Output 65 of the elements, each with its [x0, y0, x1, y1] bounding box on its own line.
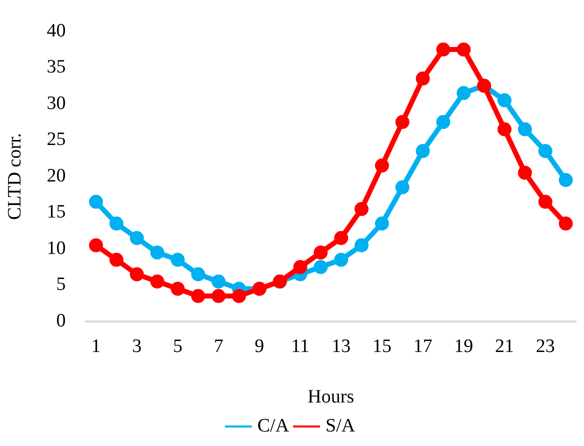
point: [109, 216, 124, 231]
point: [518, 122, 532, 136]
y-tick-label: 5: [56, 274, 66, 296]
x-tick-label: 9: [254, 336, 264, 357]
point: [436, 115, 450, 130]
point: [170, 252, 185, 267]
point: [314, 260, 328, 274]
point: [334, 252, 348, 267]
point: [395, 115, 410, 130]
point: [150, 274, 164, 289]
point: [416, 72, 430, 86]
point: [89, 238, 104, 252]
y-tick-label: 25: [46, 129, 66, 150]
x-tick-label: 21: [495, 336, 514, 357]
y-axis-title: CLTD corr.: [4, 132, 26, 220]
point: [518, 166, 532, 180]
point: [538, 144, 552, 158]
y-tick-label: 30: [46, 92, 66, 114]
x-tick-label: 7: [214, 336, 224, 357]
point: [314, 246, 328, 260]
point: [109, 252, 124, 267]
x-tick-label: 17: [413, 336, 432, 357]
point: [191, 289, 206, 304]
point: [395, 180, 410, 194]
y-tick-label: 40: [46, 20, 66, 42]
y-tick-label: 10: [46, 238, 66, 259]
x-tick-label: 3: [132, 336, 142, 357]
y-tick-label: 35: [46, 56, 66, 78]
point: [558, 216, 573, 231]
point: [191, 267, 206, 282]
x-tick-label: 19: [454, 336, 474, 357]
point: [212, 289, 226, 304]
point: [558, 173, 573, 188]
y-tick-label: 0: [56, 310, 66, 332]
point: [170, 282, 185, 296]
point: [498, 93, 512, 108]
legend-label: C/A: [257, 415, 290, 436]
point: [456, 86, 471, 100]
point: [456, 42, 471, 57]
point: [130, 231, 144, 246]
y-tick-label: 15: [46, 202, 66, 223]
point: [498, 122, 512, 136]
point: [89, 194, 104, 209]
x-tick-label: 15: [372, 336, 392, 357]
y-tick-label: 20: [46, 165, 66, 186]
point: [436, 42, 450, 57]
point: [538, 194, 552, 209]
point: [354, 202, 369, 216]
point: [334, 231, 348, 246]
x-tick-label: 13: [332, 336, 351, 357]
point: [212, 274, 226, 289]
point: [232, 289, 246, 304]
legend-label: S/A: [326, 415, 356, 436]
x-tick-label: 5: [172, 336, 182, 357]
x-tick-label: 23: [536, 336, 555, 357]
point: [354, 238, 369, 252]
point: [416, 144, 430, 158]
x-axis-title: Hours: [308, 386, 354, 408]
x-tick-label: 11: [291, 336, 310, 357]
point: [293, 260, 308, 274]
x-tick-label: 1: [91, 336, 101, 357]
point: [374, 158, 389, 173]
point: [374, 216, 389, 231]
point: [130, 267, 144, 282]
point: [150, 246, 164, 260]
